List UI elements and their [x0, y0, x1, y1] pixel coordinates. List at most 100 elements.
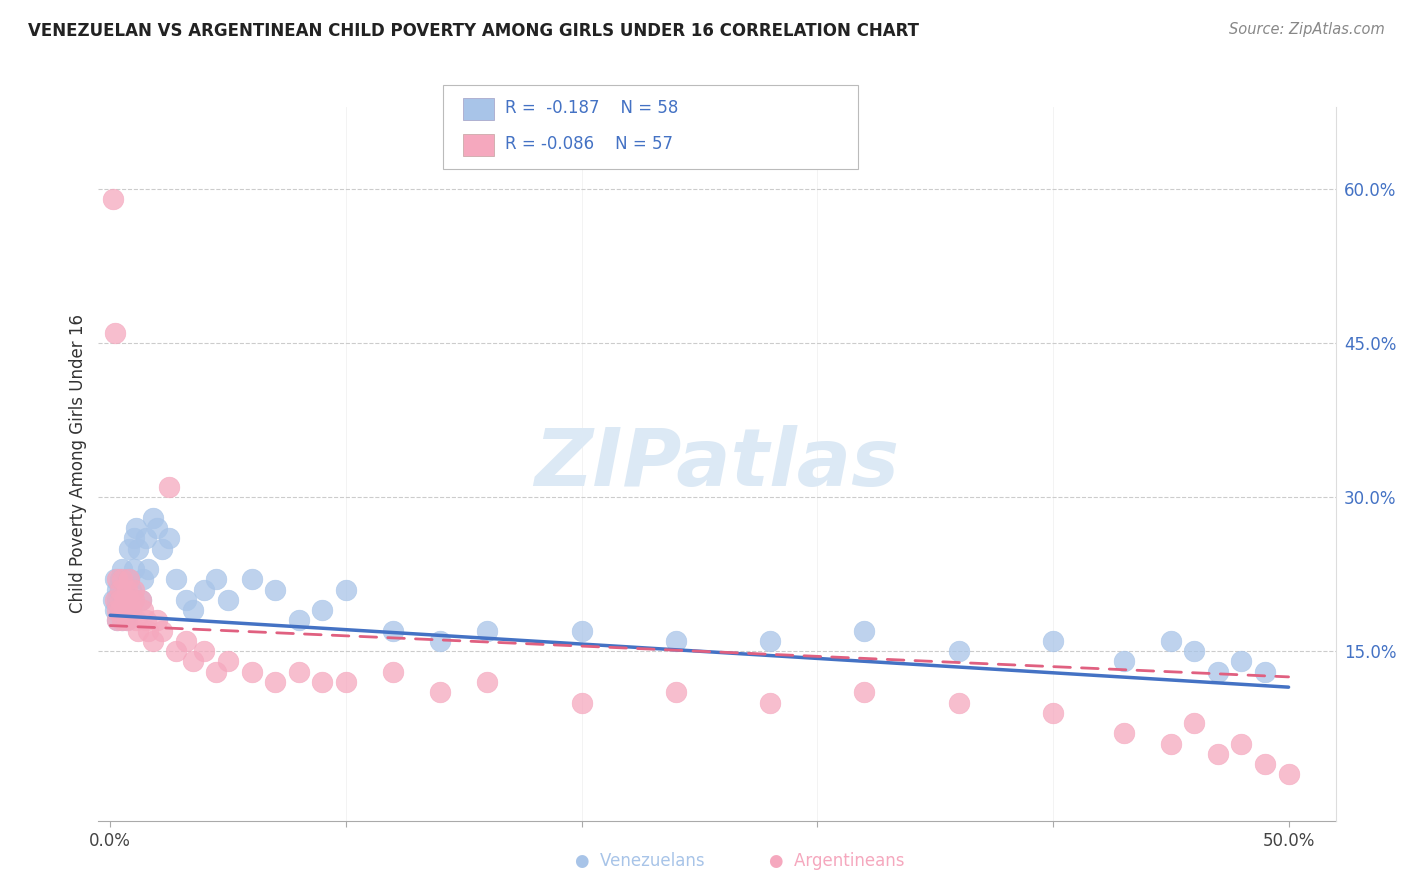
Point: [1042, 706, 1064, 720]
Point: [205, 572, 228, 586]
Point: [146, 521, 169, 535]
Point: [181, 603, 204, 617]
Point: [429, 634, 451, 648]
Point: [1182, 644, 1205, 658]
Point: [311, 675, 333, 690]
Point: [217, 655, 239, 669]
Point: [118, 572, 141, 586]
Point: [111, 572, 134, 586]
Point: [1160, 634, 1182, 648]
Point: [120, 603, 142, 617]
Point: [157, 531, 180, 545]
Point: [477, 675, 499, 690]
Point: [118, 593, 141, 607]
Point: [1230, 655, 1253, 669]
Text: R = -0.086    N = 57: R = -0.086 N = 57: [505, 135, 672, 153]
Point: [108, 603, 131, 617]
Point: [264, 675, 287, 690]
Point: [1160, 737, 1182, 751]
Point: [136, 624, 159, 638]
Point: [101, 593, 124, 607]
Point: [135, 614, 157, 628]
Point: [665, 634, 688, 648]
Point: [112, 593, 135, 607]
Point: [122, 582, 145, 597]
Point: [111, 562, 134, 576]
Point: [104, 326, 127, 340]
Point: [112, 603, 135, 617]
Point: [287, 614, 309, 628]
Point: [115, 593, 138, 607]
Point: [105, 614, 128, 628]
Point: [135, 531, 157, 545]
Point: [125, 521, 148, 535]
Point: [174, 634, 197, 648]
Point: [112, 582, 135, 597]
Point: [146, 614, 169, 628]
Point: [104, 572, 127, 586]
Point: [108, 582, 131, 597]
Point: [111, 614, 134, 628]
Y-axis label: Child Poverty Among Girls Under 16: Child Poverty Among Girls Under 16: [69, 314, 87, 614]
Point: [174, 593, 197, 607]
Point: [105, 603, 128, 617]
Point: [571, 696, 593, 710]
Point: [104, 603, 127, 617]
Point: [129, 593, 152, 607]
Point: [264, 582, 287, 597]
Point: [115, 614, 138, 628]
Text: Source: ZipAtlas.com: Source: ZipAtlas.com: [1229, 22, 1385, 37]
Point: [112, 603, 135, 617]
Point: [127, 624, 149, 638]
Point: [132, 603, 155, 617]
Point: [665, 685, 688, 699]
Point: [104, 593, 127, 607]
Point: [335, 675, 357, 690]
Point: [105, 582, 128, 597]
Point: [382, 665, 405, 679]
Point: [193, 582, 215, 597]
Point: [335, 582, 357, 597]
Text: ●  Argentineans: ● Argentineans: [769, 852, 904, 870]
Point: [948, 696, 970, 710]
Point: [132, 572, 155, 586]
Point: [127, 541, 149, 556]
Point: [150, 541, 173, 556]
Point: [142, 510, 165, 524]
Point: [142, 634, 165, 648]
Point: [1112, 726, 1135, 740]
Point: [1277, 767, 1299, 781]
Point: [853, 624, 876, 638]
Text: ZIPatlas: ZIPatlas: [534, 425, 900, 503]
Point: [240, 665, 263, 679]
Point: [115, 582, 138, 597]
Point: [193, 644, 215, 658]
Point: [287, 665, 309, 679]
Point: [122, 562, 145, 576]
Point: [125, 614, 148, 628]
Point: [1206, 747, 1229, 761]
Point: [429, 685, 451, 699]
Point: [1112, 655, 1135, 669]
Point: [181, 655, 204, 669]
Point: [108, 603, 131, 617]
Point: [165, 572, 187, 586]
Point: [150, 624, 173, 638]
Point: [853, 685, 876, 699]
Point: [1182, 716, 1205, 731]
Point: [111, 593, 134, 607]
Point: [120, 582, 142, 597]
Point: [108, 593, 131, 607]
Point: [115, 614, 138, 628]
Point: [477, 624, 499, 638]
Text: R =  -0.187    N = 58: R = -0.187 N = 58: [505, 99, 678, 117]
Point: [129, 593, 152, 607]
Point: [1254, 665, 1277, 679]
Point: [759, 696, 782, 710]
Point: [120, 603, 142, 617]
Point: [108, 582, 131, 597]
Point: [105, 572, 128, 586]
Point: [111, 614, 134, 628]
Point: [108, 572, 131, 586]
Point: [1230, 737, 1253, 751]
